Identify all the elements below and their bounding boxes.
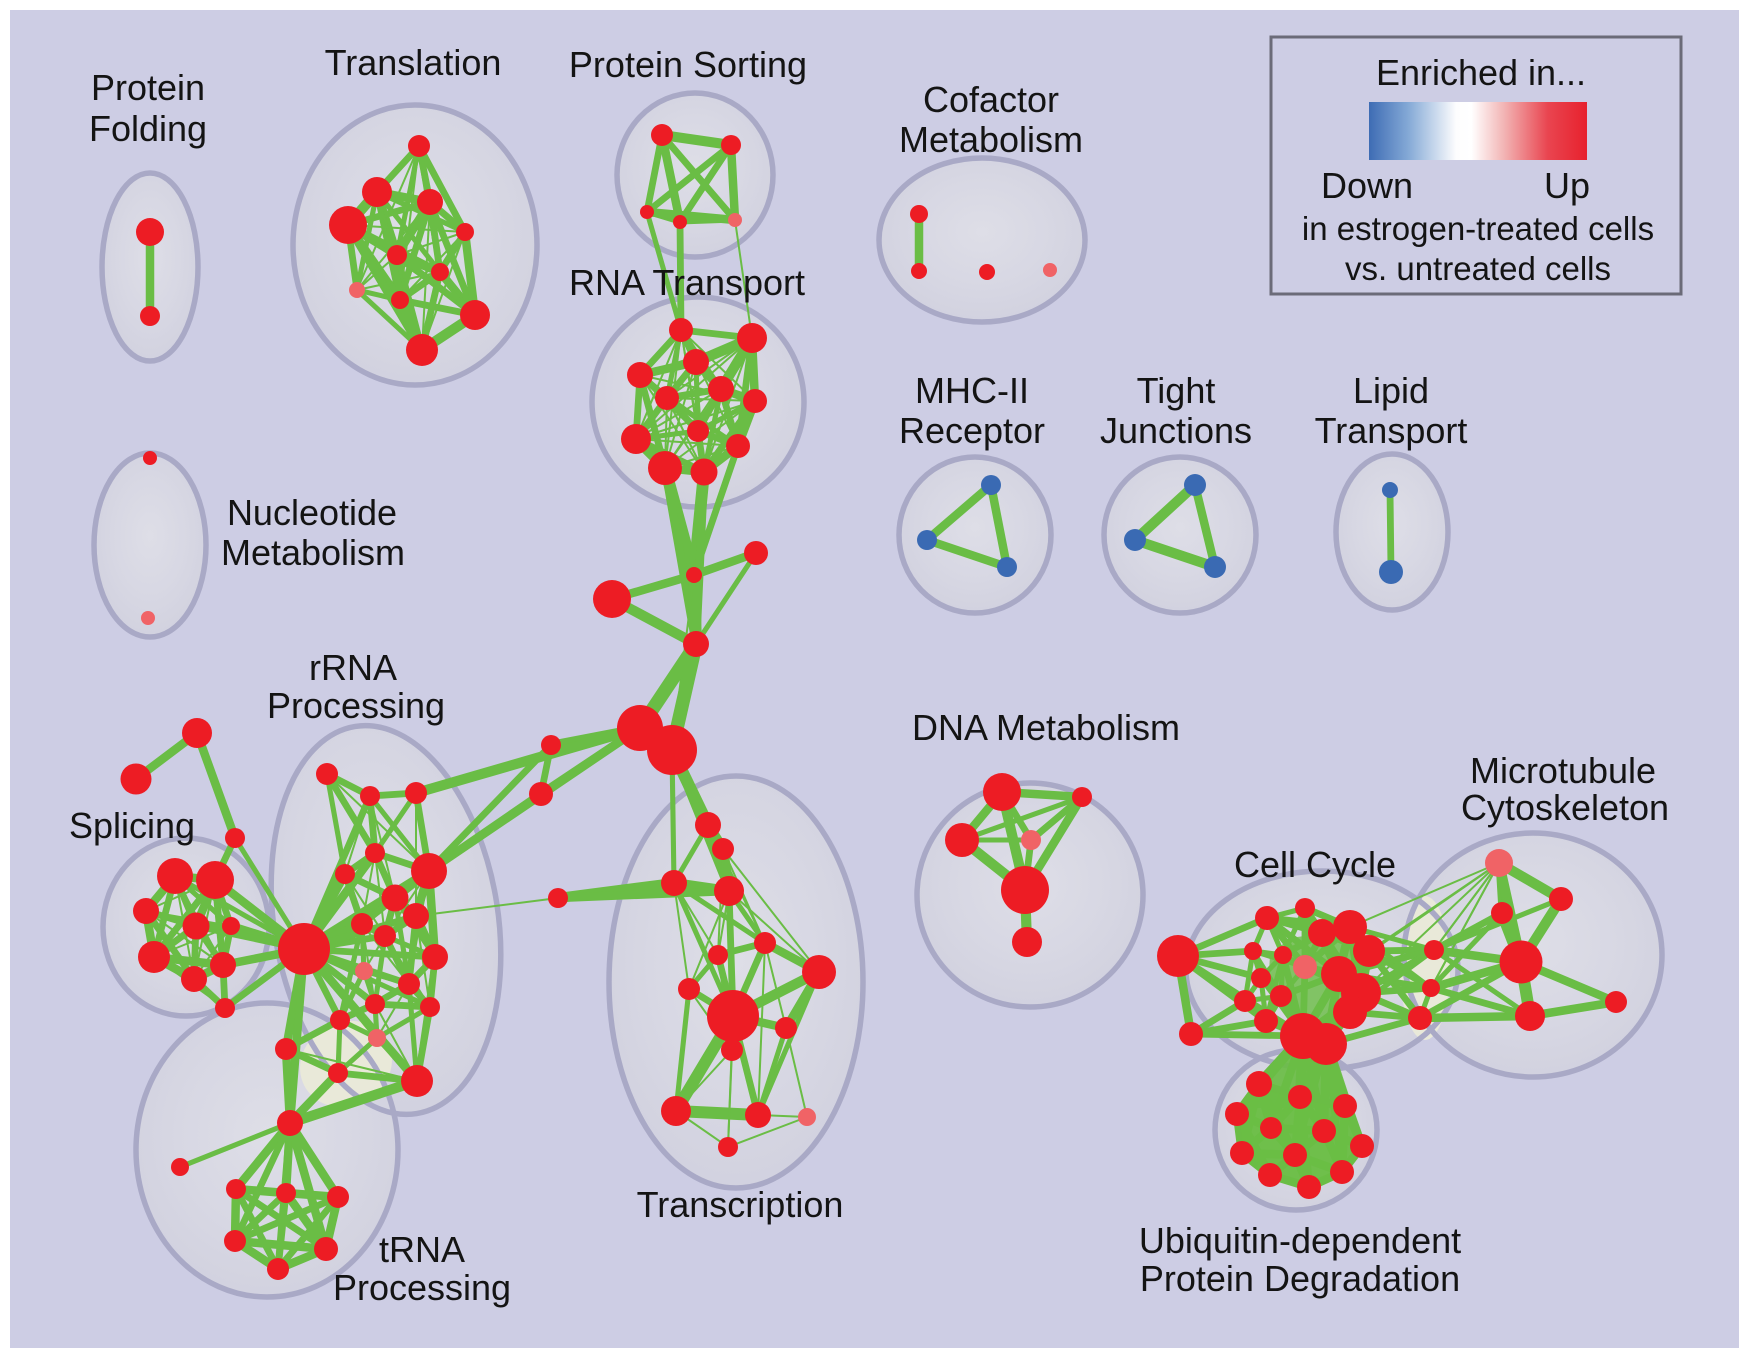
svg-text:Cell Cycle: Cell Cycle xyxy=(1234,844,1396,885)
svg-text:tRNA: tRNA xyxy=(379,1229,465,1270)
svg-text:RNA Transport: RNA Transport xyxy=(569,262,805,303)
svg-text:Up: Up xyxy=(1544,165,1590,206)
svg-text:Enriched in...: Enriched in... xyxy=(1376,52,1586,93)
svg-text:Translation: Translation xyxy=(325,42,502,83)
svg-text:Lipid: Lipid xyxy=(1353,370,1429,411)
svg-text:Splicing: Splicing xyxy=(69,805,195,846)
svg-text:MHC-II: MHC-II xyxy=(915,370,1029,411)
svg-text:Processing: Processing xyxy=(333,1267,511,1308)
svg-text:Junctions: Junctions xyxy=(1100,410,1252,451)
svg-text:DNA Metabolism: DNA Metabolism xyxy=(912,707,1180,748)
svg-text:rRNA: rRNA xyxy=(309,647,397,688)
svg-text:Protein Degradation: Protein Degradation xyxy=(1140,1258,1460,1299)
svg-text:Processing: Processing xyxy=(267,685,445,726)
svg-text:Cofactor: Cofactor xyxy=(923,79,1059,120)
svg-text:Transport: Transport xyxy=(1315,410,1468,451)
svg-text:Metabolism: Metabolism xyxy=(221,532,405,573)
svg-text:Down: Down xyxy=(1321,165,1413,206)
svg-text:Protein Sorting: Protein Sorting xyxy=(569,44,807,85)
svg-text:Transcription: Transcription xyxy=(637,1184,844,1225)
svg-text:Protein: Protein xyxy=(91,67,205,108)
svg-text:Tight: Tight xyxy=(1137,370,1216,411)
svg-text:Nucleotide: Nucleotide xyxy=(227,492,397,533)
svg-text:in estrogen-treated cells: in estrogen-treated cells xyxy=(1302,210,1654,247)
svg-text:Microtubule: Microtubule xyxy=(1470,750,1656,791)
svg-text:Metabolism: Metabolism xyxy=(899,119,1083,160)
svg-text:Ubiquitin-dependent: Ubiquitin-dependent xyxy=(1139,1220,1461,1261)
svg-text:Cytoskeleton: Cytoskeleton xyxy=(1461,787,1669,828)
svg-text:vs. untreated cells: vs. untreated cells xyxy=(1345,250,1611,287)
svg-text:Folding: Folding xyxy=(89,108,207,149)
svg-text:Receptor: Receptor xyxy=(899,410,1045,451)
